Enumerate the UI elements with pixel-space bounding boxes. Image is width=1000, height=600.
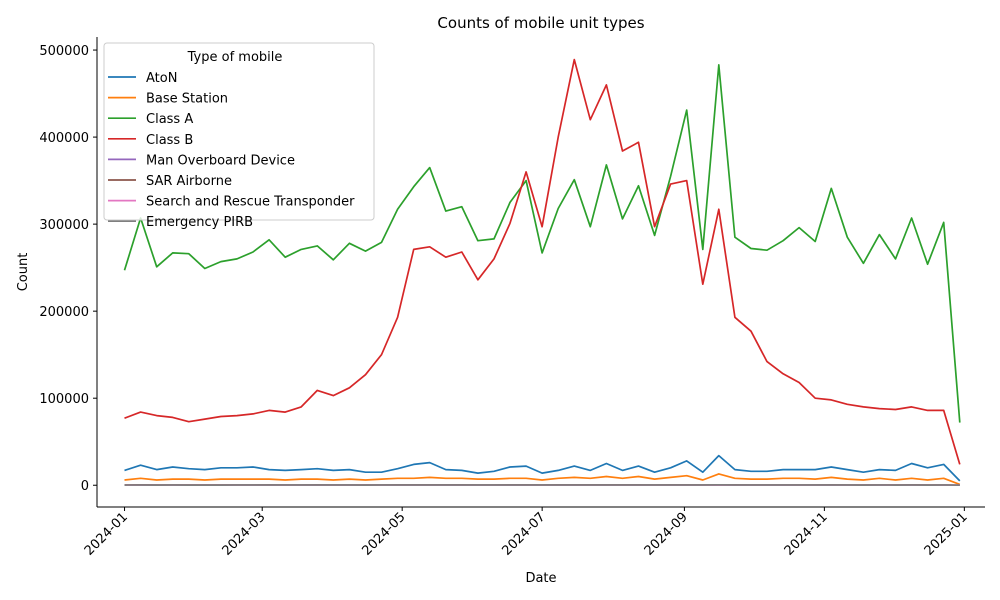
legend-label: Man Overboard Device bbox=[146, 153, 295, 168]
x-tick-label: 2024-05 bbox=[360, 510, 409, 559]
legend-item: Man Overboard Device bbox=[108, 153, 295, 168]
y-tick-label: 0 bbox=[81, 479, 89, 494]
y-axis-title: Count bbox=[16, 253, 31, 292]
series-line-1 bbox=[124, 473, 961, 486]
legend-label: Emergency PIRB bbox=[146, 215, 253, 230]
x-tick-label: 2024-09 bbox=[642, 510, 691, 559]
legend-label: Class A bbox=[146, 112, 193, 127]
y-tick-label: 100000 bbox=[39, 392, 89, 407]
series-line-3 bbox=[124, 58, 961, 465]
legend-item: Class A bbox=[108, 112, 193, 127]
series-line-2 bbox=[123, 64, 961, 423]
y-tick-label: 300000 bbox=[39, 218, 89, 233]
legend-label: SAR Airborne bbox=[146, 174, 232, 189]
legend-item: Class B bbox=[108, 133, 193, 148]
y-tick-label: 400000 bbox=[39, 131, 89, 146]
legend-frame bbox=[103, 42, 375, 221]
legend-label: Search and Rescue Transponder bbox=[146, 195, 355, 210]
chart-title: Counts of mobile unit types bbox=[437, 14, 644, 32]
legend-item: Search and Rescue Transponder bbox=[108, 195, 355, 210]
x-tick-label: 2025-01 bbox=[922, 510, 971, 559]
legend-title: Type of mobile bbox=[187, 50, 283, 65]
series-lines bbox=[123, 58, 961, 487]
y-tick-label: 200000 bbox=[39, 305, 89, 320]
x-axis-title: Date bbox=[525, 571, 556, 586]
legend-item: Base Station bbox=[108, 92, 228, 107]
legend-item: AtoN bbox=[108, 71, 177, 86]
legend-items: AtoN Base Station Class A Class B Man Overbo… bbox=[108, 71, 355, 230]
x-tick-label: 2024-03 bbox=[220, 510, 269, 559]
series-line-0 bbox=[124, 454, 961, 482]
y-tick-label: 500000 bbox=[39, 44, 89, 59]
legend-label: AtoN bbox=[146, 71, 177, 86]
legend-item: SAR Airborne bbox=[108, 174, 232, 189]
legend-label: Class B bbox=[146, 133, 193, 148]
legend: Type of mobile AtoN Base Station Class A Cl… bbox=[103, 42, 375, 230]
x-tick-label: 2024-07 bbox=[499, 510, 548, 559]
x-tick-label: 2024-11 bbox=[782, 510, 831, 559]
legend-label: Base Station bbox=[146, 92, 228, 107]
legend-item: Emergency PIRB bbox=[108, 215, 253, 230]
x-tick-label: 2024-01 bbox=[82, 510, 131, 559]
